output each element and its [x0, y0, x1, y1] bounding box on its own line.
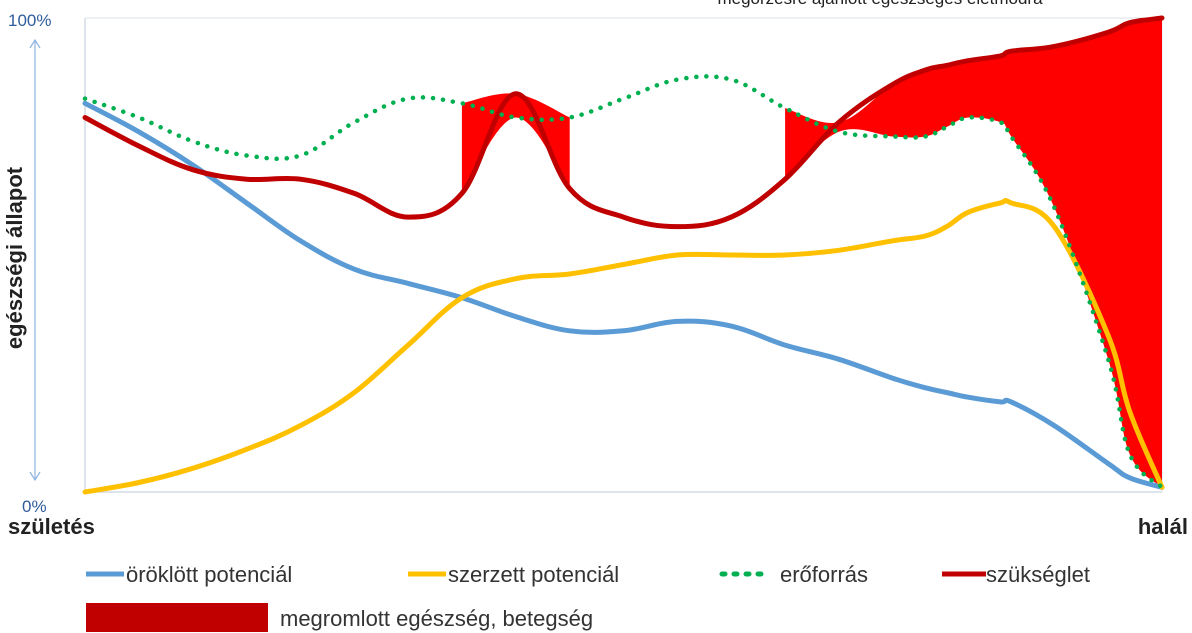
x-start-label: születés — [8, 514, 95, 539]
resource-line — [82, 74, 1165, 490]
y-tick-bottom: 0% — [22, 497, 47, 516]
legend-label-acquired: szerzett potenciál — [448, 562, 619, 587]
illness-area-1 — [785, 18, 1162, 488]
legend-label-need: szükséglet — [986, 562, 1090, 587]
need-line — [82, 15, 1165, 230]
acquired-potential-line — [82, 198, 1165, 495]
illness-area-0 — [461, 93, 570, 194]
legend-label-illness: megromlott egészség, betegség — [280, 606, 593, 631]
series-layer — [82, 15, 1165, 495]
x-end-label: halál — [1138, 514, 1188, 539]
inherited-potential-line — [82, 100, 1165, 490]
legend-swatch-illness — [86, 603, 268, 632]
y-double-arrow — [29, 38, 41, 482]
chart-title: megőrzésre ajánlott egészséges életmódra — [717, 0, 1043, 8]
legend-label-inherited: öröklött potenciál — [126, 562, 292, 587]
y-axis-label: egészségi állapot — [2, 166, 27, 349]
legend: öröklött potenciál szerzett potenciál er… — [86, 562, 1090, 632]
legend-label-resource: erőforrás — [780, 562, 868, 587]
y-tick-top: 100% — [8, 11, 51, 30]
